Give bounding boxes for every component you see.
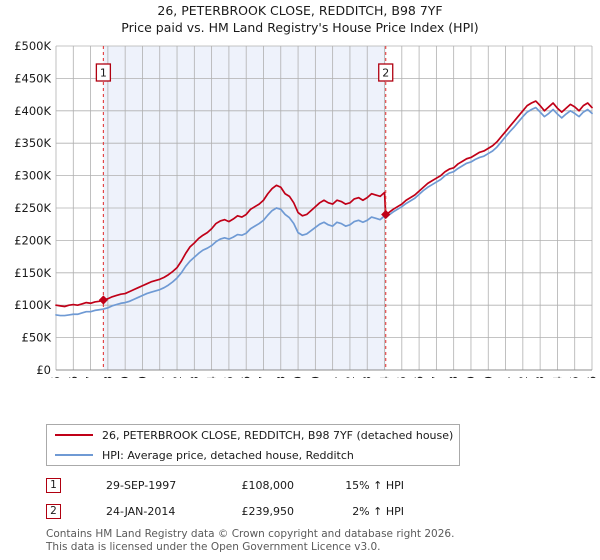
x-axis-tick-label: 1996 <box>66 376 80 378</box>
x-axis-tick-label: 2008 <box>274 376 288 378</box>
footer-line-licence: This data is licensed under the Open Gov… <box>46 540 381 553</box>
page-title: 26, PETERBROOK CLOSE, REDDITCH, B98 7YF … <box>0 2 600 36</box>
x-axis-tick-label: 2004 <box>205 376 219 378</box>
x-axis-tick-label: 2007 <box>256 376 270 378</box>
y-axis-tick-label: £200K <box>14 233 51 247</box>
y-axis-tick-label: £400K <box>14 104 51 118</box>
y-axis-tick-label: £0 <box>36 363 51 377</box>
title-line-address: 26, PETERBROOK CLOSE, REDDITCH, B98 7YF <box>157 3 443 18</box>
x-axis-tick-label: 2023 <box>533 376 547 378</box>
footer-line-copyright: Contains HM Land Registry data © Crown c… <box>46 528 455 540</box>
x-axis-tick-label: 2022 <box>516 376 530 378</box>
chart-svg: £0 £50K £100K £150K £200K £250K £300K £350K £400… <box>14 39 599 378</box>
x-axis-tick-label: 2016 <box>412 376 426 378</box>
y-axis-tick-label: £450K <box>14 71 51 85</box>
transaction-marker-2: 2 <box>46 503 61 519</box>
transaction-hpi-1: 15% ↑ HPI <box>345 478 404 492</box>
transaction-date-1: 29-SEP-1997 <box>106 478 177 492</box>
y-axis-tick-label: £100K <box>14 298 51 312</box>
y-axis-tick-label: £350K <box>14 136 51 150</box>
series-line-price-paid <box>55 100 593 308</box>
sale-flag-label-2: 2 <box>382 67 389 80</box>
transaction-date-2: 24-JAN-2014 <box>106 504 176 518</box>
x-axis-tick-label: 1998 <box>101 376 115 378</box>
x-axis-tick-label: 2009 <box>291 376 305 378</box>
x-axis-tick-label: 2013 <box>360 376 374 378</box>
x-axis-tick-label: 2006 <box>239 376 253 378</box>
transactions-table: 1 29-SEP-1997 £108,000 15% ↑ HPI 2 24-JA… <box>46 472 466 524</box>
title-line-subtitle: Price paid vs. HM Land Registry's House … <box>121 20 479 35</box>
footer-attribution: Contains HM Land Registry data © Crown c… <box>46 528 566 553</box>
x-axis-tick-label: 2018 <box>447 376 461 378</box>
x-axis-tick-label: 2021 <box>499 376 513 378</box>
legend-label-hpi: HPI: Average price, detached house, Redd… <box>102 448 354 462</box>
transaction-hpi-2: 2% ↑ HPI <box>352 504 404 518</box>
legend-label-price-paid: 26, PETERBROOK CLOSE, REDDITCH, B98 7YF … <box>102 428 454 442</box>
x-axis-tick-label: 2011 <box>326 376 340 378</box>
transaction-price-2: £239,950 <box>241 504 295 518</box>
x-axis-tick-label: 2020 <box>481 376 495 378</box>
table-row: 2 24-JAN-2014 £239,950 2% ↑ HPI <box>46 498 466 524</box>
transaction-marker-1: 1 <box>46 477 61 493</box>
y-axis-tick-label: £150K <box>14 266 51 280</box>
x-axis-tick-label: 2005 <box>222 376 236 378</box>
legend-item-hpi: HPI: Average price, detached house, Redd… <box>47 445 459 465</box>
x-axis-tick-label: 2012 <box>343 376 357 378</box>
x-axis-tick-label: 1997 <box>84 376 98 378</box>
x-axis-tick-label: 2026 <box>585 376 599 378</box>
x-axis-tick-label: 2003 <box>187 376 201 378</box>
legend-swatch-blue-icon <box>55 454 93 456</box>
y-axis-tick-label: £300K <box>14 169 51 183</box>
chart-area: £0 £50K £100K £150K £200K £250K £300K £350K £400… <box>0 38 600 378</box>
x-axis-tick-label: 2010 <box>308 376 322 378</box>
chart-legend: 26, PETERBROOK CLOSE, REDDITCH, B98 7YF … <box>46 424 460 466</box>
x-axis-tick-label: 2015 <box>395 376 409 378</box>
y-axis-tick-label: £250K <box>14 201 51 215</box>
x-axis-tick-label: 2024 <box>550 376 564 378</box>
x-axis-tick-label: 2019 <box>464 376 478 378</box>
x-axis-tick-label: 2001 <box>153 376 167 378</box>
transaction-price-1: £108,000 <box>241 478 295 492</box>
sale-point-marker-1 <box>98 295 108 305</box>
sale-flag-box-2 <box>378 63 394 82</box>
x-axis-tick-label: 1999 <box>118 376 132 378</box>
x-axis-tick-label: 2014 <box>378 376 392 378</box>
table-row: 1 29-SEP-1997 £108,000 15% ↑ HPI <box>46 472 466 498</box>
x-axis-tick-label: 2017 <box>429 376 443 378</box>
y-axis-tick-label: £50K <box>22 331 52 345</box>
sale-flag-box-1 <box>95 63 112 82</box>
legend-item-price-paid: 26, PETERBROOK CLOSE, REDDITCH, B98 7YF … <box>47 425 459 445</box>
sale-flag-label-1: 1 <box>100 67 107 80</box>
sale-point-marker-2 <box>381 209 391 220</box>
legend-swatch-red-icon <box>55 434 93 436</box>
x-axis-tick-label: 2000 <box>135 376 149 378</box>
x-axis-tick-label: 2002 <box>170 376 184 378</box>
x-axis-tick-label: 2025 <box>568 376 582 378</box>
series-line-hpi <box>55 106 593 317</box>
x-axis-tick-label: 1995 <box>49 376 63 378</box>
y-axis-tick-label: £500K <box>14 39 51 53</box>
